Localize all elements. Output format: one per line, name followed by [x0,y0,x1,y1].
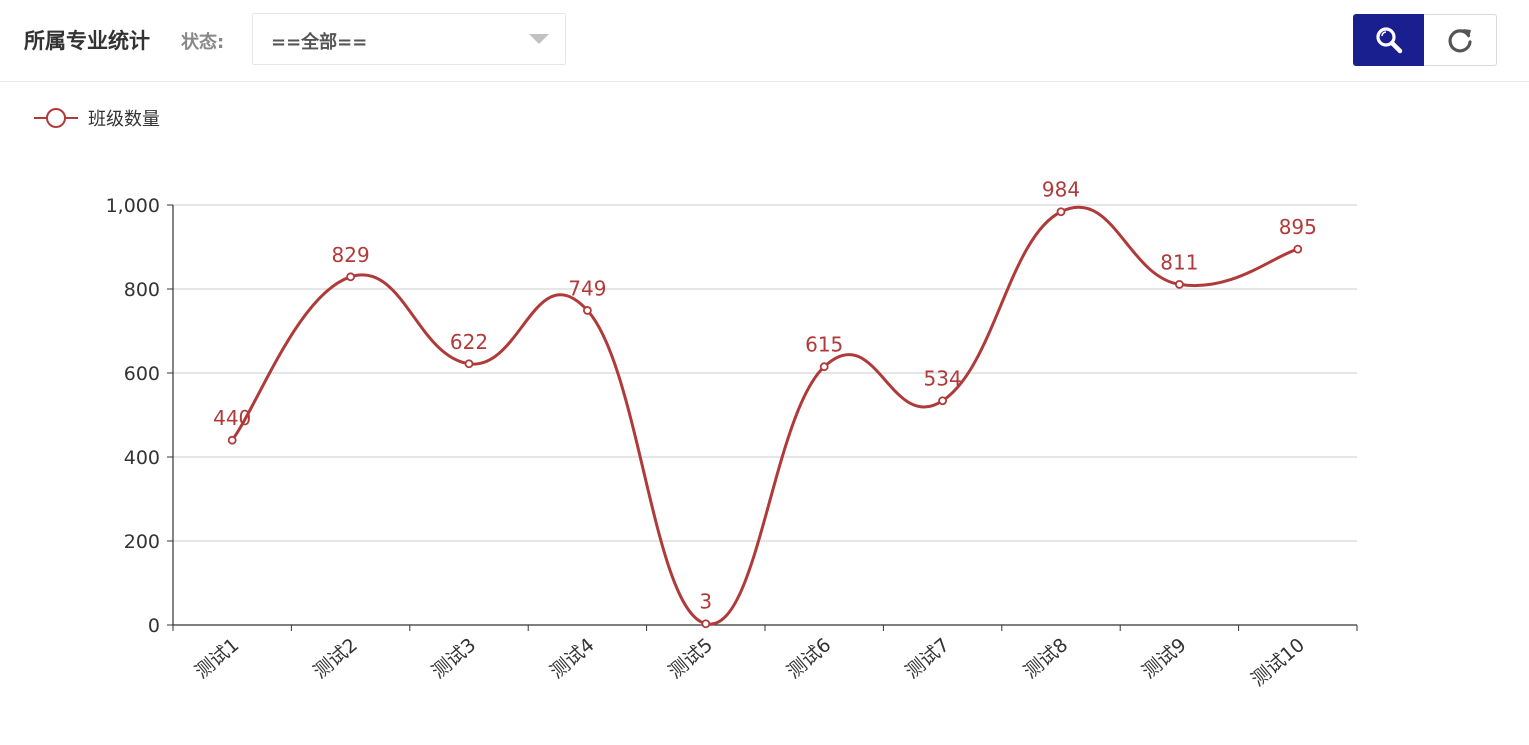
refresh-icon [1448,29,1472,53]
x-tick-label: 测试1 [191,634,244,683]
y-tick-label: 400 [124,447,160,469]
x-tick-label: 测试8 [1020,634,1073,683]
x-tick-label: 测试6 [783,634,836,683]
y-tick-label: 600 [124,363,160,385]
x-tick-label: 测试3 [428,634,481,683]
chart-points [227,207,1303,629]
chart-legend[interactable]: 班级数量 [34,104,160,132]
data-point [583,306,592,315]
chart-grid [173,204,1357,542]
data-label: 829 [332,243,370,267]
data-label: 440 [213,406,251,430]
data-point [938,396,947,406]
toolbar: 所属专业统计 状态: ==全部== [0,0,1529,82]
data-label: 811 [1160,250,1198,274]
legend-entry: 班级数量 [88,109,160,130]
status-select[interactable]: ==全部== [252,13,566,65]
data-label: 984 [1042,178,1080,202]
data-point [1056,207,1066,217]
x-tick-label: 测试4 [546,634,599,683]
data-point [819,362,829,372]
y-tick-label: 1,000 [106,195,160,217]
status-select-value: ==全部== [271,32,368,53]
data-point [346,272,356,282]
refresh-button[interactable] [1424,14,1497,66]
data-point [701,619,711,629]
data-point [227,435,237,445]
legend-line-marker-icon [34,108,78,128]
x-tick-label: 测试10 [1247,634,1309,691]
data-label: 749 [568,276,606,300]
x-tick-label: 测试5 [664,634,717,683]
x-tick-label: 测试7 [901,634,954,683]
status-label: 状态: [181,32,225,53]
x-axis: 测试1 测试2 测试3 测试4 测试5 测试6 测试7 测试8 测试9 测试10 [172,624,1358,691]
data-point [1175,279,1184,289]
y-axis-ticks: 0 200 400 600 800 1,000 [106,195,174,637]
data-label: 895 [1279,215,1317,239]
data-label: 615 [805,333,843,357]
data-label: 534 [924,367,962,391]
search-icon [1376,27,1403,54]
x-tick-label: 测试2 [309,634,362,683]
data-point [1293,244,1303,254]
data-point [464,359,474,369]
y-tick-label: 200 [124,531,160,553]
x-tick-label: 测试9 [1138,634,1191,683]
data-label: 622 [450,330,488,354]
data-label: 3 [699,590,712,614]
search-button[interactable] [1353,14,1425,66]
y-tick-label: 0 [148,615,160,637]
y-tick-label: 800 [124,279,160,301]
chevron-down-icon [529,34,549,44]
series-line [230,205,1299,626]
data-labels: 440 829 622 749 3 615 534 984 811 895 [213,178,1317,614]
chart-series [230,205,1299,626]
page-title: 所属专业统计 [24,29,150,53]
